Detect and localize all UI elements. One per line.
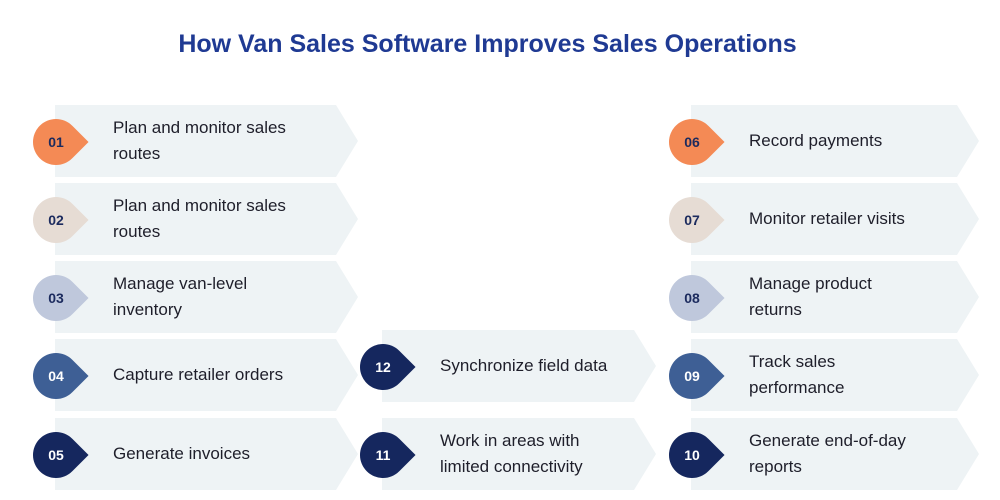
step-12: 12 Synchronize field data <box>350 330 656 402</box>
step-06: 06 Record payments <box>659 105 979 177</box>
step-number: 02 <box>48 212 64 228</box>
step-card <box>55 183 358 255</box>
step-label: Monitor retailer visits <box>749 209 905 228</box>
step-07: 07 Monitor retailer visits <box>659 183 979 255</box>
step-02: 02 Plan and monitor sales routes <box>23 183 358 255</box>
step-card <box>55 105 358 177</box>
step-number: 04 <box>48 368 64 384</box>
step-08: 08 Manage product returns <box>659 261 979 333</box>
step-number: 10 <box>684 447 700 463</box>
step-label: Plan and monitor sales routes <box>113 196 286 241</box>
step-label: Work in areas with limited connectivity <box>440 431 583 476</box>
step-number: 01 <box>48 134 64 150</box>
step-card <box>382 330 656 402</box>
step-label: Manage van-level inventory <box>113 274 248 319</box>
step-label: Generate end-of-day reports <box>749 431 906 476</box>
step-label: Record payments <box>749 131 883 150</box>
step-card <box>691 418 979 490</box>
step-number: 05 <box>48 447 64 463</box>
step-card <box>691 339 979 411</box>
step-10: 10 Generate end-of-day reports <box>659 418 979 490</box>
step-number: 07 <box>684 212 700 228</box>
step-04: 04 Capture retailer orders <box>23 339 358 411</box>
step-09: 09 Track sales performance <box>659 339 979 411</box>
step-card <box>55 418 358 490</box>
step-number: 06 <box>684 134 700 150</box>
step-01: 01 Plan and monitor sales routes <box>23 105 358 177</box>
step-label: Plan and monitor sales routes <box>113 118 286 163</box>
step-number: 12 <box>375 359 391 375</box>
step-card <box>691 183 979 255</box>
step-label: Manage product returns <box>749 274 872 319</box>
step-card <box>691 261 979 333</box>
page-title: How Van Sales Software Improves Sales Op… <box>178 30 797 58</box>
step-card <box>691 105 979 177</box>
step-05: 05 Generate invoices <box>23 418 358 490</box>
step-label: Capture retailer orders <box>113 365 284 384</box>
step-03: 03 Manage van-level inventory <box>23 261 358 333</box>
step-number: 11 <box>375 447 391 463</box>
step-card <box>55 339 358 411</box>
step-label: Synchronize field data <box>440 356 608 375</box>
step-card <box>382 418 656 490</box>
step-11: 11 Work in areas with limited connectivi… <box>350 418 656 490</box>
step-card <box>55 261 358 333</box>
step-number: 08 <box>684 290 700 306</box>
step-label: Generate invoices <box>113 444 251 463</box>
step-number: 09 <box>684 368 700 384</box>
step-label: Track sales performance <box>749 352 845 397</box>
step-number: 03 <box>48 290 64 306</box>
